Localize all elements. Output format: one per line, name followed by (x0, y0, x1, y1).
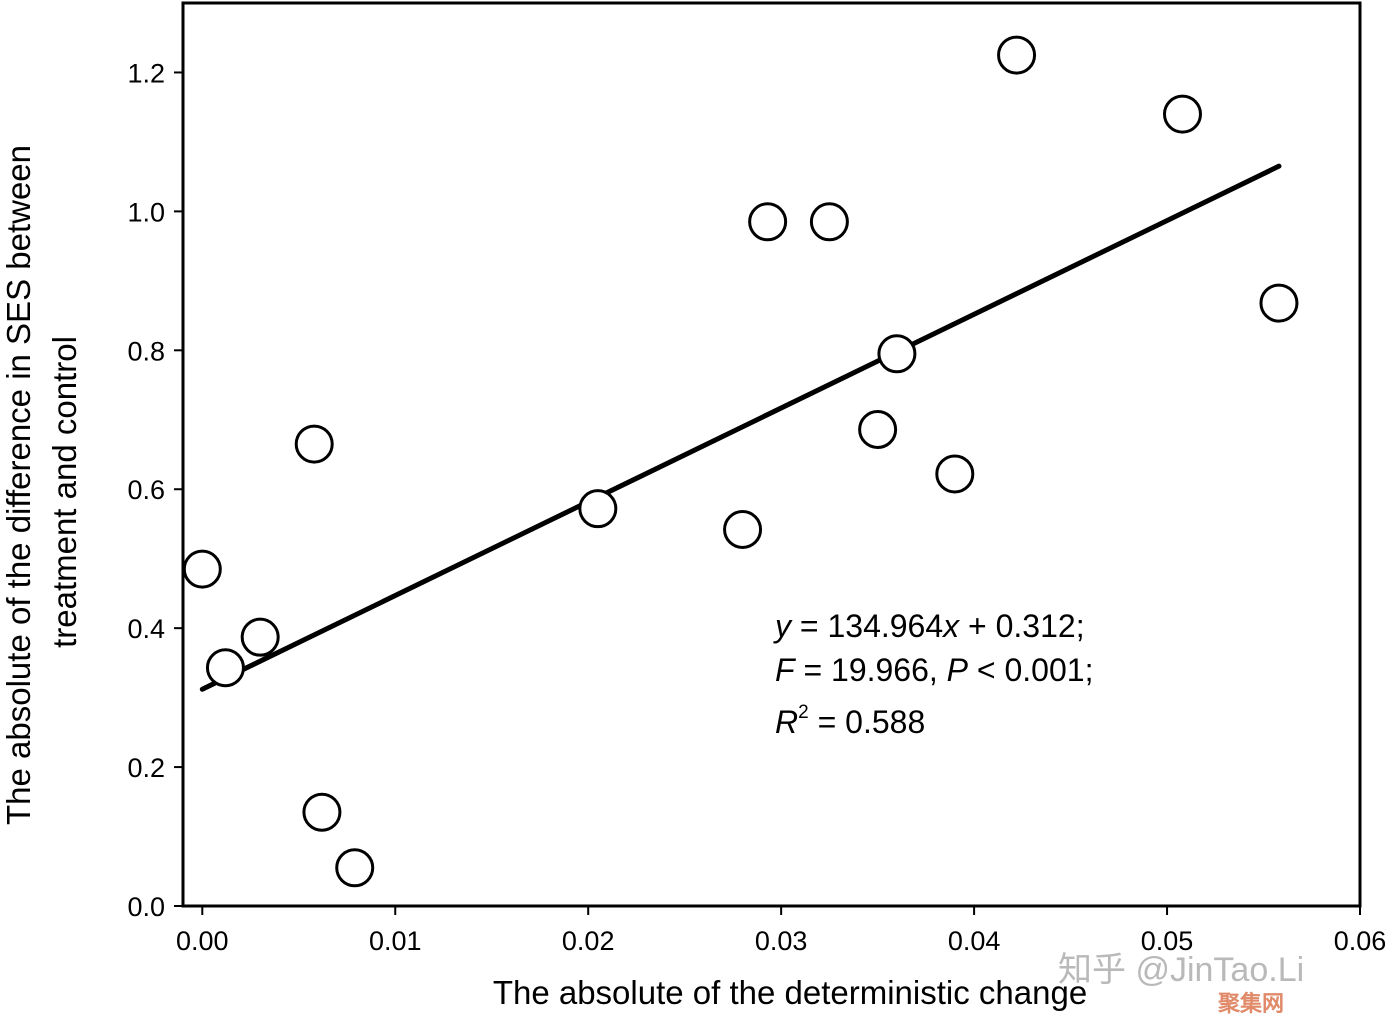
f-statistic: F = 19.966, P < 0.001; (775, 652, 1093, 688)
data-point (997, 35, 1037, 75)
data-point (877, 334, 917, 374)
data-point (182, 549, 222, 589)
x-axis-ticks: 0.00 0.01 0.02 0.03 0.04 0.05 0.06 (176, 906, 1386, 956)
data-point (578, 489, 618, 529)
data-point (723, 510, 763, 550)
data-point (1259, 283, 1299, 323)
plot-frame (181, 1, 1362, 908)
data-point (1162, 94, 1202, 134)
y-axis-title-line2: treatment and control (46, 336, 83, 648)
y-tick-label: 1.0 (127, 197, 165, 227)
data-point (809, 202, 849, 242)
y-axis-title: The absolute of the difference in SES be… (0, 145, 37, 825)
regression-line-group (199, 163, 1282, 692)
data-points (182, 35, 1299, 888)
x-tick-label: 0.06 (1334, 926, 1387, 956)
y-tick-label: 0.8 (127, 336, 165, 366)
x-tick-label: 0.01 (369, 926, 422, 956)
x-tick-label: 0.00 (176, 926, 229, 956)
r-squared: R2 = 0.588 (775, 702, 925, 740)
axes-frame (181, 1, 1362, 908)
x-tick-label: 0.03 (755, 926, 808, 956)
data-point (935, 454, 975, 494)
data-point (294, 424, 334, 464)
y-tick-label: 0.2 (127, 753, 165, 783)
x-tick-label: 0.02 (562, 926, 615, 956)
watermark-zhihu: 知乎 @JinTao.Li (1058, 951, 1304, 989)
data-point (748, 202, 788, 242)
data-point (240, 617, 280, 657)
y-axis-ticks: 0.0 0.2 0.4 0.6 0.8 1.0 1.2 (127, 58, 183, 922)
y-tick-label: 0.4 (127, 614, 165, 644)
data-point (302, 792, 342, 832)
regression-equation: y = 134.964x + 0.312; (773, 608, 1085, 644)
data-point (205, 648, 245, 688)
x-axis-title: The absolute of the deterministic change (493, 974, 1087, 1011)
x-tick-label: 0.05 (1141, 926, 1194, 956)
y-tick-label: 1.2 (127, 58, 165, 88)
data-point (335, 848, 375, 888)
y-tick-label: 0.6 (127, 475, 165, 505)
x-tick-label: 0.04 (948, 926, 1001, 956)
watermark-site: 聚集网 (1217, 991, 1284, 1016)
regression-line (199, 163, 1282, 692)
y-tick-label: 0.0 (127, 892, 165, 922)
data-point (858, 409, 898, 449)
